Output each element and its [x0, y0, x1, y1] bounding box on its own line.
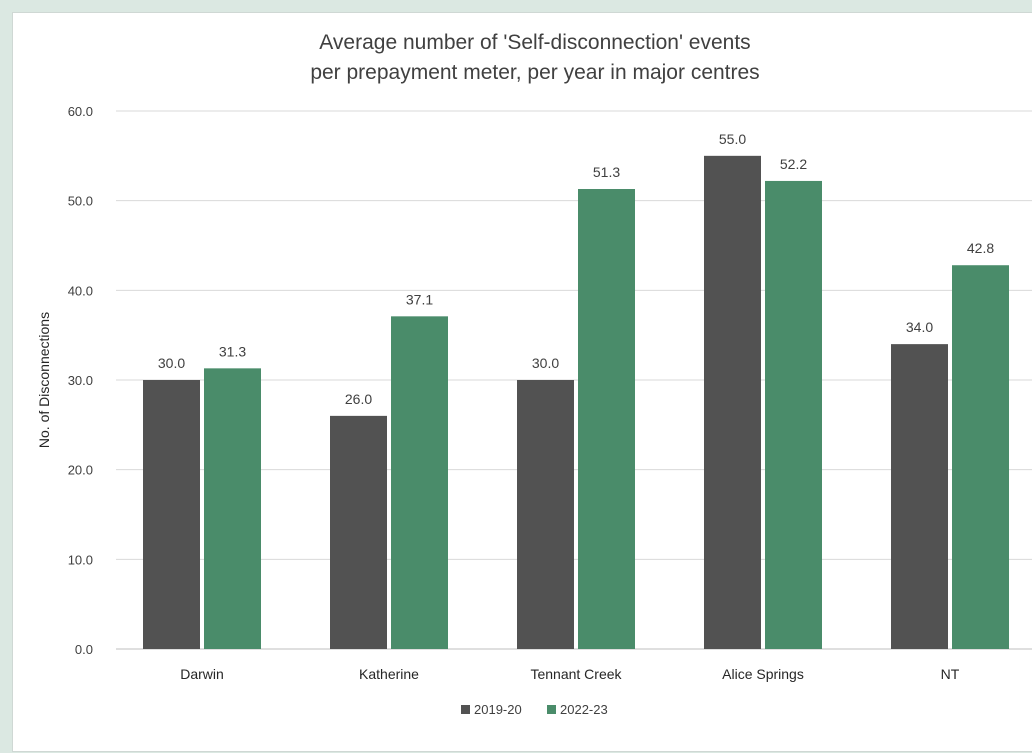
y-tick-label: 40.0 [68, 283, 93, 298]
bars [143, 155, 1009, 650]
y-tick-label: 30.0 [68, 373, 93, 388]
data-label: 34.0 [906, 319, 933, 335]
bar-nt-2022-23 [952, 265, 1009, 649]
bar-darwin-2019-20 [143, 380, 200, 649]
data-label: 30.0 [532, 355, 559, 371]
data-label: 55.0 [719, 131, 746, 147]
data-label: 37.1 [406, 291, 433, 307]
bar-alice-springs-2019-20 [704, 155, 761, 650]
chart-title-line-1: Average number of 'Self-disconnection' e… [319, 31, 750, 54]
chart-panel: Average number of 'Self-disconnection' e… [12, 12, 1032, 752]
bar-tennant-creek-2019-20 [517, 380, 574, 649]
data-label: 51.3 [593, 164, 620, 180]
data-labels: 30.0 31.3 26.0 37.1 30.0 51.3 55.0 52.2 34.0 42.8 [158, 131, 994, 407]
y-tick-label: 50.0 [68, 194, 93, 209]
category-label: Katherine [359, 666, 419, 682]
bar-darwin-2022-23 [204, 368, 261, 649]
data-label: 26.0 [345, 391, 372, 407]
legend-label: 2019-20 [474, 702, 522, 717]
bar-nt-2019-20 [891, 344, 948, 649]
bar-chart: Average number of 'Self-disconnection' e… [36, 31, 1032, 717]
bar-alice-springs-2022-23 [765, 180, 822, 649]
category-label: Tennant Creek [530, 666, 622, 682]
chart-title-line-2: per prepayment meter, per year in major … [310, 61, 759, 84]
chart-title: Average number of 'Self-disconnection' e… [310, 31, 759, 84]
bar-tennant-creek-2022-23 [578, 189, 635, 649]
data-label: 30.0 [158, 355, 185, 371]
legend: 2019-20 2022-23 [461, 702, 608, 717]
legend-label: 2022-23 [560, 702, 608, 717]
category-label: Darwin [180, 666, 224, 682]
y-tick-label: 10.0 [68, 552, 93, 567]
data-label: 31.3 [219, 343, 246, 359]
y-tick-label: 0.0 [75, 642, 93, 657]
y-tick-label: 60.0 [68, 104, 93, 119]
legend-swatch [547, 705, 556, 714]
legend-swatch [461, 705, 470, 714]
data-label: 42.8 [967, 240, 994, 256]
bar-katherine-2022-23 [391, 316, 448, 649]
data-label: 52.2 [780, 156, 807, 172]
y-axis-label: No. of Disconnections [36, 312, 52, 448]
x-axis-categories: Darwin Katherine Tennant Creek Alice Spring… [180, 666, 960, 682]
y-axis-ticks: 0.0 10.0 20.0 30.0 40.0 50.0 60.0 [68, 104, 93, 657]
category-label: Alice Springs [722, 666, 804, 682]
y-tick-label: 20.0 [68, 463, 93, 478]
bar-katherine-2019-20 [330, 415, 387, 649]
category-label: NT [941, 666, 960, 682]
